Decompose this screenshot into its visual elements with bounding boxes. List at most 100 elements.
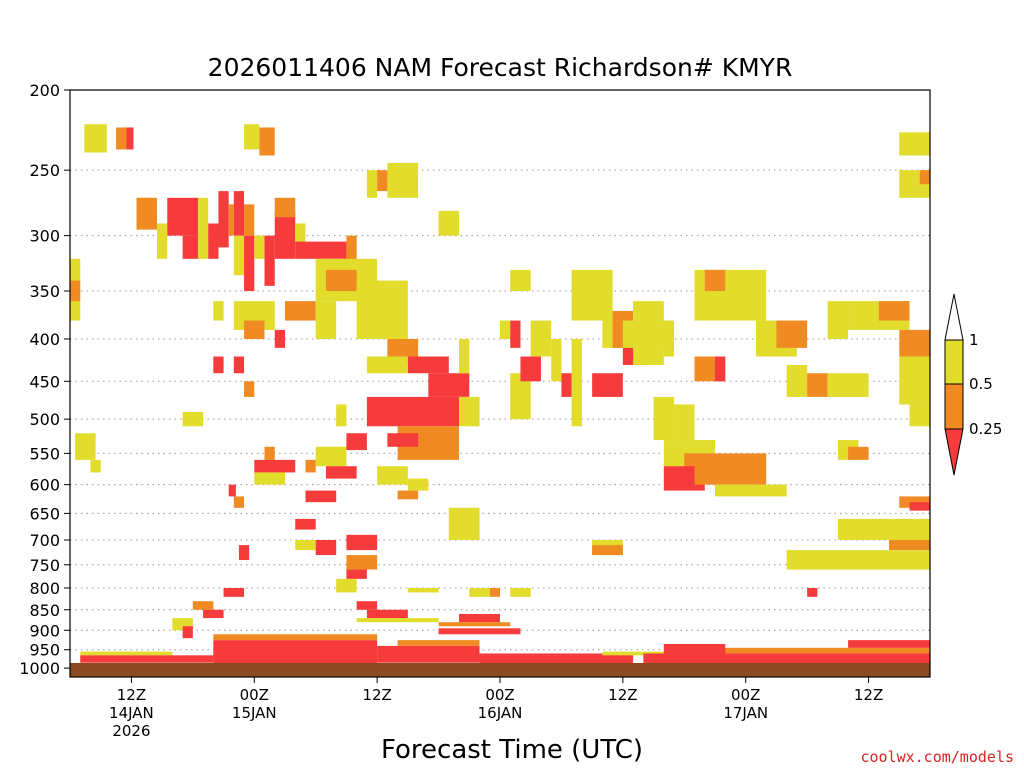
ri-cell <box>448 507 480 541</box>
x-axis-label: Forecast Time (UTC) <box>381 735 643 765</box>
y-tick-label: 850 <box>29 601 60 620</box>
ri-cell <box>213 634 378 641</box>
y-tick-label: 650 <box>29 504 60 523</box>
ri-cell <box>899 132 930 156</box>
ri-cell <box>366 396 460 427</box>
ri-cell <box>674 404 695 441</box>
x-tick-label: 12Z <box>608 686 637 704</box>
ri-cell <box>899 496 930 508</box>
y-tick-label: 750 <box>29 556 60 575</box>
ri-cell <box>356 618 439 623</box>
ri-cell <box>84 124 107 153</box>
x-tick-label: 12Z <box>362 686 391 704</box>
ri-cell <box>244 381 255 397</box>
ri-cell <box>346 235 357 270</box>
ri-cell <box>786 364 808 397</box>
ri-cell <box>295 540 316 551</box>
ri-cell <box>208 223 219 259</box>
ri-cell <box>182 411 204 427</box>
ri-cell <box>244 235 255 292</box>
colorbar-bin <box>944 383 964 430</box>
ri-cell <box>244 124 260 150</box>
ri-cell <box>356 601 378 610</box>
ground-surface-band <box>70 663 930 677</box>
ri-cell <box>899 356 930 405</box>
ri-cell <box>346 534 378 551</box>
y-tick-label: 600 <box>29 476 60 495</box>
ri-cell <box>213 301 224 321</box>
ri-cell <box>315 446 347 467</box>
ri-cell <box>653 396 675 441</box>
ri-cell <box>407 478 429 491</box>
y-tick-label: 500 <box>29 410 60 429</box>
ri-cell <box>274 329 285 348</box>
x-tick-label: 17JAN <box>723 704 768 722</box>
ri-cell <box>837 518 930 541</box>
ri-cell <box>848 446 869 460</box>
ri-cell <box>80 655 214 663</box>
ri-cell <box>407 356 449 374</box>
ri-cell <box>551 338 562 382</box>
ri-cell <box>428 373 470 397</box>
ri-cell <box>305 459 316 473</box>
credit-link[interactable]: coolwx.com/models <box>860 748 1014 766</box>
ri-cell <box>510 373 531 420</box>
ri-cell <box>264 446 275 460</box>
ri-cell <box>704 269 726 292</box>
ri-cell <box>807 373 828 397</box>
ri-cell <box>397 490 419 500</box>
ri-cell <box>203 609 224 619</box>
ri-cell <box>899 329 930 357</box>
ri-cell <box>315 301 337 339</box>
ri-cell <box>366 170 378 198</box>
ri-cell <box>469 587 490 597</box>
y-tick-label: 400 <box>29 330 60 349</box>
y-tick-label: 550 <box>29 444 60 463</box>
ri-cell <box>663 643 726 654</box>
heatmap-cells <box>70 124 930 663</box>
ri-cell <box>346 555 378 570</box>
ri-cell <box>136 197 158 230</box>
ri-cell <box>70 280 81 302</box>
ri-cell <box>182 626 193 639</box>
ri-cell <box>346 569 367 579</box>
ri-cell <box>356 280 408 339</box>
ri-cell <box>500 320 511 339</box>
y-tick-label: 800 <box>29 579 60 598</box>
ri-cell <box>715 356 726 382</box>
ri-cell <box>387 433 419 447</box>
ri-cell <box>878 301 910 321</box>
y-tick-label: 700 <box>29 531 60 550</box>
x-tick-label: 15JAN <box>232 704 277 722</box>
ri-cell <box>571 338 582 427</box>
ri-cell <box>305 490 337 503</box>
y-tick-label: 450 <box>29 372 60 391</box>
ri-cell <box>325 466 357 479</box>
ri-cell <box>909 502 930 511</box>
y-tick-label: 1000 <box>19 659 60 678</box>
ri-cell <box>366 356 408 374</box>
ri-cell <box>192 601 214 610</box>
x-tick-label: 00Z <box>240 686 269 704</box>
ri-cell <box>643 653 930 663</box>
ri-cell <box>233 235 245 276</box>
y-axis: 200 250 300 350 400 450 500 550 600 650 700 750 800 8… <box>19 81 70 678</box>
y-tick-label: 900 <box>29 621 60 640</box>
ri-cell <box>244 320 265 339</box>
ri-cell <box>182 235 198 259</box>
x-tick-label: 12Z <box>854 686 883 704</box>
ri-cell <box>684 647 930 654</box>
ri-cell <box>233 191 245 236</box>
ri-cell <box>387 162 419 198</box>
x-tick-label: 00Z <box>485 686 514 704</box>
ri-cell <box>233 356 245 374</box>
ri-cell <box>715 484 787 497</box>
ri-cell <box>366 609 408 619</box>
ri-cell <box>510 587 531 597</box>
ri-cell <box>919 170 930 185</box>
ri-cell <box>459 338 470 374</box>
ri-cell <box>259 127 275 156</box>
ri-cell <box>233 496 245 508</box>
ri-cell <box>346 433 367 451</box>
